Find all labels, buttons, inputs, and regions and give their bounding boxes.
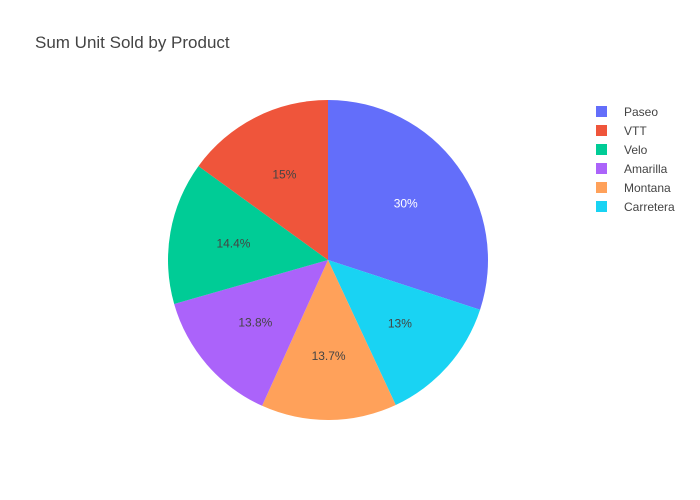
legend-label: Paseo bbox=[624, 104, 659, 119]
slice-label-montana: 13.7% bbox=[312, 349, 346, 363]
pie-slice-vtt[interactable] bbox=[198, 100, 328, 260]
pie-slice-paseo[interactable] bbox=[328, 100, 488, 310]
pie-slice-carretera[interactable] bbox=[328, 260, 481, 405]
legend-item-carretera[interactable]: Carretera bbox=[596, 197, 675, 216]
legend-item-velo[interactable]: Velo bbox=[596, 140, 675, 159]
slice-label-vtt: 15% bbox=[272, 167, 296, 181]
legend-swatch bbox=[596, 144, 607, 155]
chart-title: Sum Unit Sold by Product bbox=[35, 33, 230, 52]
pie-slice-velo[interactable] bbox=[168, 166, 328, 304]
legend-swatch bbox=[596, 106, 607, 117]
pie-slice-amarilla[interactable] bbox=[174, 260, 328, 406]
legend-item-montana[interactable]: Montana bbox=[596, 178, 675, 197]
slice-label-velo: 14.4% bbox=[216, 236, 250, 250]
slice-label-carretera: 13% bbox=[388, 317, 412, 331]
legend-label: Montana bbox=[624, 180, 671, 195]
legend-label: Amarilla bbox=[624, 161, 668, 176]
legend-label: Carretera bbox=[624, 199, 675, 214]
legend-item-paseo[interactable]: Paseo bbox=[596, 102, 675, 121]
legend-label: Velo bbox=[624, 142, 648, 157]
slice-label-amarilla: 13.8% bbox=[238, 316, 272, 330]
pie-slice-montana[interactable] bbox=[262, 260, 396, 420]
legend-swatch bbox=[596, 201, 607, 212]
chart-legend: Paseo VTT Velo Amarilla Montana Carretera bbox=[596, 102, 675, 216]
legend-label: VTT bbox=[624, 123, 647, 138]
legend-swatch bbox=[596, 182, 607, 193]
legend-item-amarilla[interactable]: Amarilla bbox=[596, 159, 675, 178]
legend-item-vtt[interactable]: VTT bbox=[596, 121, 675, 140]
legend-swatch bbox=[596, 163, 607, 174]
legend-swatch bbox=[596, 125, 607, 136]
slice-label-paseo: 30% bbox=[394, 197, 418, 211]
